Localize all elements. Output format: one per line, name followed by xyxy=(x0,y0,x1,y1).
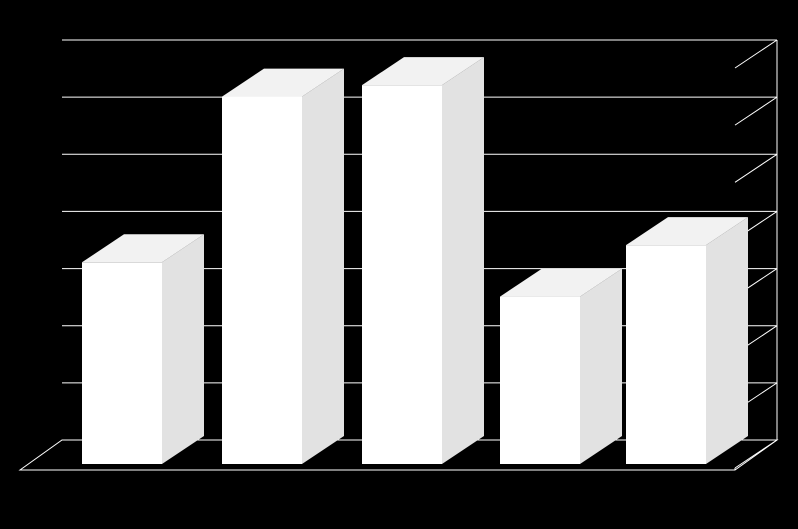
bar-3 xyxy=(362,57,484,464)
bar-4 xyxy=(500,269,622,464)
bar-1 xyxy=(82,234,204,464)
bar-5 xyxy=(626,217,748,464)
chart-canvas xyxy=(0,0,798,529)
chart-3d-bar xyxy=(0,0,798,529)
bar-2 xyxy=(222,69,344,464)
